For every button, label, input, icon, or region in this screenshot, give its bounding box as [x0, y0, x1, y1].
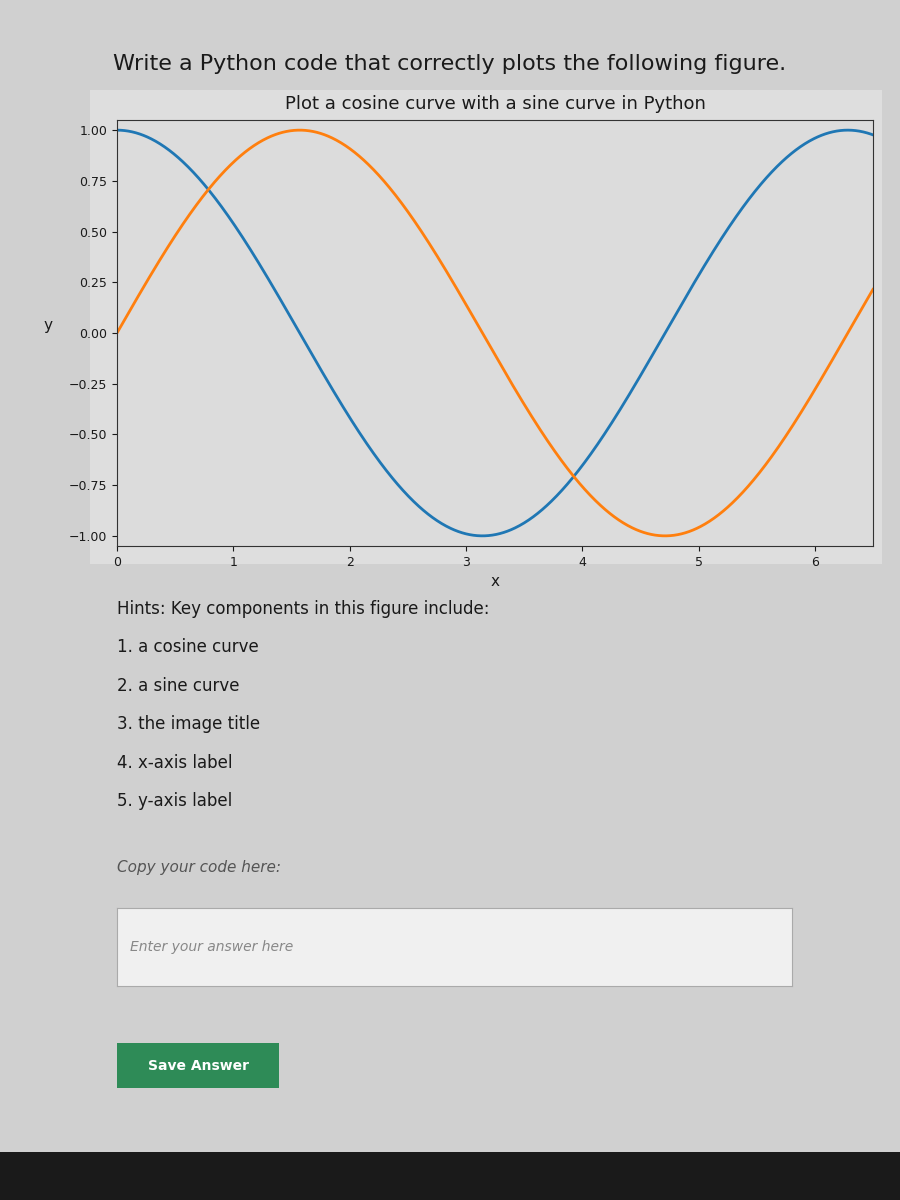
Text: Enter your answer here: Enter your answer here — [130, 941, 293, 954]
X-axis label: x: x — [491, 575, 500, 589]
Text: 3. the image title: 3. the image title — [117, 715, 260, 733]
Text: 4. x-axis label: 4. x-axis label — [117, 754, 232, 772]
Text: Save Answer: Save Answer — [148, 1058, 248, 1073]
Text: Copy your code here:: Copy your code here: — [117, 860, 281, 876]
Text: 5. y-axis label: 5. y-axis label — [117, 792, 232, 810]
Text: 1. a cosine curve: 1. a cosine curve — [117, 638, 259, 656]
Title: Plot a cosine curve with a sine curve in Python: Plot a cosine curve with a sine curve in… — [284, 95, 706, 113]
Text: Write a Python code that correctly plots the following figure.: Write a Python code that correctly plots… — [113, 54, 787, 74]
Y-axis label: y: y — [43, 318, 52, 332]
Text: Hints: Key components in this figure include:: Hints: Key components in this figure inc… — [117, 600, 490, 618]
Text: 2. a sine curve: 2. a sine curve — [117, 677, 239, 695]
